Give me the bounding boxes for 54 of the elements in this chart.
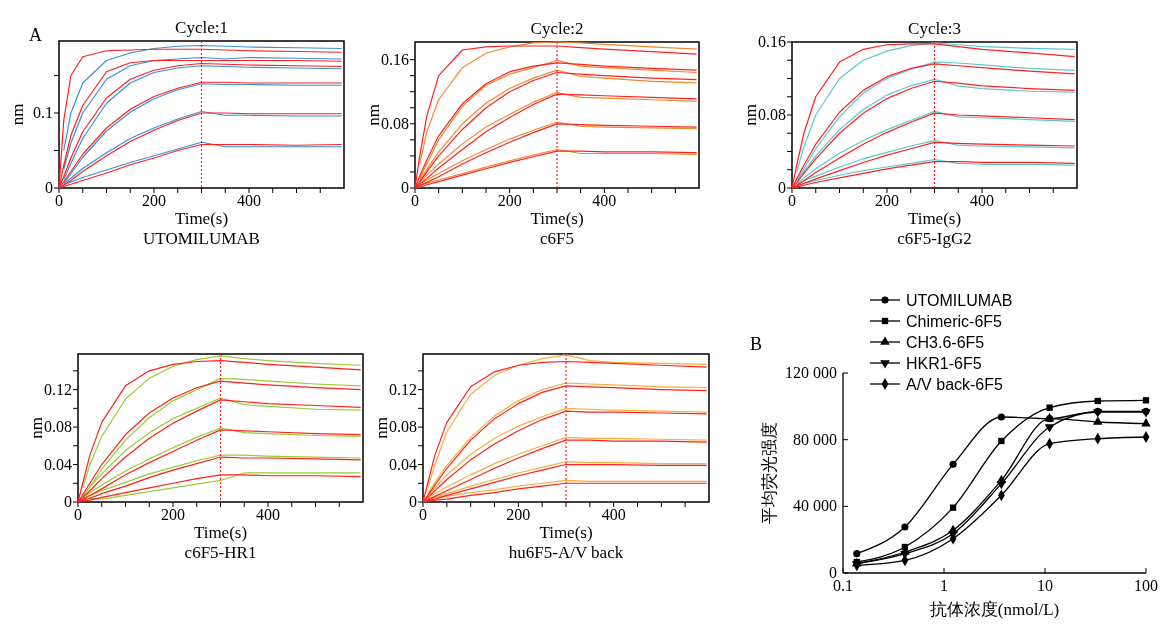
x-tick-label: 400 (237, 192, 261, 209)
y-tick-label: 0.08 (44, 418, 72, 436)
x-axis-title: Time(s) (193, 523, 248, 542)
x-tick-label: 200 (875, 192, 899, 209)
y-tick-label: 0.12 (44, 380, 72, 398)
x-tick-label: 100 (1134, 577, 1158, 594)
x-tick-label: 1 (940, 577, 948, 594)
text: c6F5 (540, 229, 574, 248)
legend-label: HKR1-6F5 (906, 355, 982, 372)
y-tick-label: 0.04 (44, 455, 72, 473)
x-axis-title: Time(s) (539, 523, 593, 542)
y-tick-label: 0 (409, 493, 417, 510)
y-tick-label: 0.16 (758, 33, 786, 50)
y-tick-label: 120 000 (785, 364, 837, 381)
chart-title: Cycle:2 (530, 19, 584, 38)
y-tick-label: 80 000 (793, 430, 837, 448)
x-tick-label: 400 (601, 506, 626, 523)
y-tick-label: 0.08 (389, 418, 417, 436)
y-axis-title: nm (8, 103, 27, 126)
y-axis-title: 平均荧光强度 (760, 422, 779, 524)
text: B (750, 334, 763, 354)
text: UTOMILUMAB (143, 229, 260, 248)
y-tick-label: 0.08 (758, 106, 786, 123)
chart-title: Cycle:3 (908, 19, 961, 38)
y-tick-label: 0 (64, 493, 72, 510)
y-tick-label: 0.04 (389, 455, 417, 473)
legend-label: A/V back-6F5 (906, 376, 1004, 393)
x-axis-title: Time(s) (174, 209, 229, 228)
x-tick-label: 10 (1037, 577, 1053, 594)
x-axis-title: Time(s) (907, 209, 962, 228)
x-axis-title: Time(s) (530, 209, 584, 228)
legend-label: Chimeric-6F5 (906, 313, 1003, 330)
x-axis-title: 抗体浓度(nmol/L) (929, 600, 1060, 619)
y-tick-label: 0 (778, 179, 786, 196)
x-tick-label: 200 (506, 506, 531, 523)
x-tick-label: 200 (142, 192, 166, 209)
x-tick-label: 200 (161, 506, 185, 523)
y-tick-label: 0.12 (389, 380, 417, 398)
y-tick-label: 0 (401, 179, 409, 196)
text: hu6F5-A/V back (508, 543, 624, 562)
y-tick-label: 0.16 (381, 50, 409, 68)
chart-title: Cycle:1 (175, 18, 228, 37)
text: c6F5-IgG2 (897, 229, 972, 248)
x-tick-label: 400 (256, 506, 280, 523)
text: c6F5-HR1 (184, 543, 257, 562)
legend-label: CH3.6-6F5 (906, 334, 985, 351)
y-tick-label: 0.08 (381, 114, 409, 132)
x-tick-label: 200 (497, 192, 522, 209)
y-tick-label: 0 (45, 179, 53, 196)
x-tick-label: 400 (592, 192, 617, 209)
y-tick-label: 40 000 (793, 497, 837, 515)
legend-label: UTOMILUMAB (906, 292, 1013, 309)
text: A (29, 25, 42, 45)
x-tick-label: 400 (970, 192, 994, 209)
